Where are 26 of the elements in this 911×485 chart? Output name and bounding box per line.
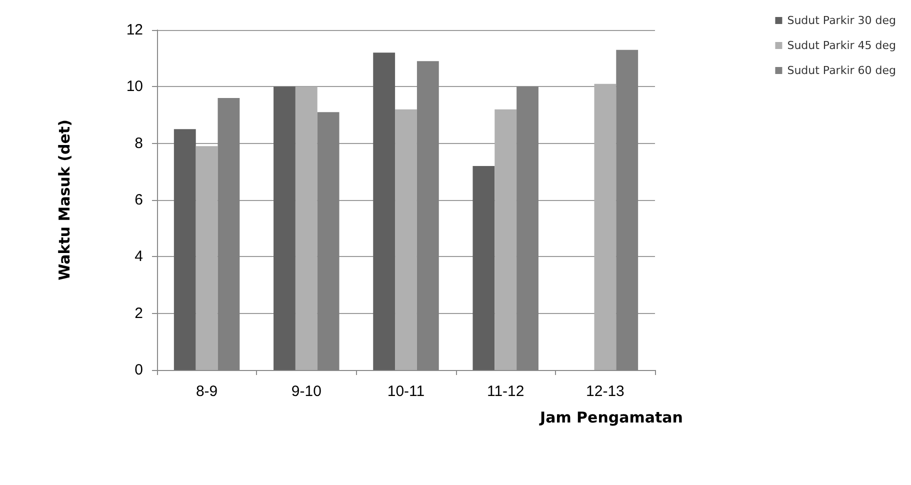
bar: [174, 129, 196, 370]
bar: [472, 166, 495, 370]
x-tick-label: 9-10: [291, 383, 322, 400]
x-tick-label: 12-13: [586, 383, 624, 400]
legend-label: Sudut Parkir 45 deg: [787, 39, 896, 52]
y-axis-title: Waktu Masuk (det): [56, 120, 74, 280]
bar: [295, 86, 318, 370]
bar: [395, 109, 417, 370]
bar: [594, 84, 616, 370]
bar: [196, 146, 218, 370]
x-tick-label: 8-9: [196, 383, 218, 400]
bar: [494, 109, 517, 370]
y-tick-label: 4: [134, 248, 143, 266]
y-tick-label: 8: [134, 134, 143, 152]
legend-label: Sudut Parkir 60 deg: [787, 64, 896, 77]
x-tick-label: 10-11: [387, 383, 425, 400]
y-tick-label: 10: [126, 78, 143, 96]
y-tick-label: 2: [134, 304, 143, 322]
bar: [274, 86, 296, 370]
y-tick-label: 6: [134, 192, 143, 208]
x-tick-label: 11-12: [486, 383, 524, 400]
x-axis-title: Jam Pengamatan: [539, 408, 683, 426]
y-tick-label: 12: [126, 22, 143, 38]
y-tick-label: 0: [134, 362, 143, 378]
bar: [373, 52, 396, 370]
legend-label: Sudut Parkir 30 deg: [787, 14, 896, 27]
